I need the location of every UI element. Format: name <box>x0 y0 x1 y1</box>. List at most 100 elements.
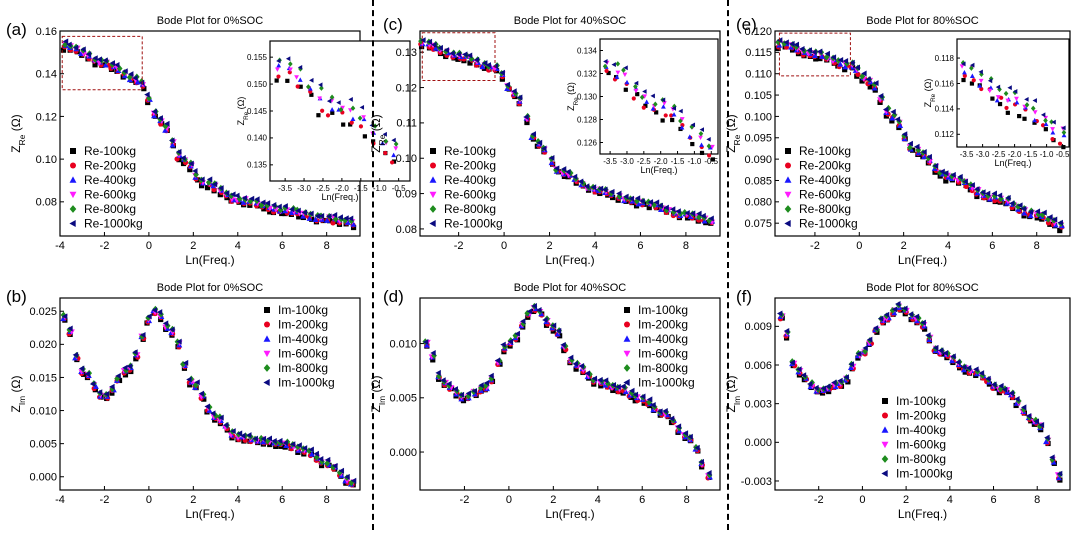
panel-e-inset-axes-frame <box>956 38 1070 148</box>
panel-b-data-point <box>201 396 207 402</box>
panel-e-data-point <box>824 50 830 57</box>
panel-e-data-point <box>873 80 879 87</box>
panel-e-data-point <box>793 43 800 51</box>
panel-e-data-point <box>842 63 849 70</box>
panel-f-data-point <box>920 319 926 326</box>
panel-b-data-point <box>266 435 273 442</box>
panel-f-data-point <box>973 366 979 373</box>
panel-a-inset-data-point <box>338 106 344 113</box>
panel-a-data-point <box>218 185 224 192</box>
panel-c-data-point <box>684 209 690 216</box>
panel-b-data-point <box>235 435 242 441</box>
panel-e-data-point <box>889 118 895 124</box>
panel-f-x-axis-label: Ln(Freq.) <box>898 507 947 521</box>
panel-d-data-point <box>602 377 609 384</box>
panel-c-x-tick-label: -2 <box>454 240 464 252</box>
panel-c-data-point <box>701 217 708 224</box>
panel-b-data-point <box>344 478 351 484</box>
panel-d-data-point <box>536 306 542 313</box>
panel-d-legend-marker <box>623 364 631 372</box>
panel-c-x-tick-label: 6 <box>637 240 643 252</box>
panel-c-series-6 <box>420 37 714 222</box>
panel-c-data-point <box>653 199 660 206</box>
panel-c-x-tick-label: 4 <box>592 240 598 252</box>
panel-a-data-point <box>199 176 205 183</box>
panel-a-data-point <box>314 213 321 220</box>
panel-e-inset-data-point <box>1014 96 1019 102</box>
panel-a-data-point <box>211 186 217 193</box>
panel-c-data-point <box>609 188 615 195</box>
panel-c-data-point <box>616 190 622 197</box>
panel-a-y-tick-label: 0.08 <box>36 197 57 209</box>
panel-a-data-point <box>326 213 332 220</box>
panel-c-inset-data-point <box>699 150 705 156</box>
panel-a-inset-data-point <box>358 124 364 129</box>
panel-e-data-point <box>842 67 848 73</box>
panel-f-data-point <box>847 364 854 370</box>
panel-c-y-tick-label: 0.08 <box>396 224 417 236</box>
panel-c-inset-x-tick-label: -2.5 <box>637 157 651 166</box>
panel-f-data-point <box>856 350 862 357</box>
panel-e-x-tick-label: 8 <box>1034 240 1040 252</box>
panel-a-inset-data-point <box>361 115 367 120</box>
panel-a-data-point <box>343 215 349 222</box>
panel-e-inset-data-point <box>1040 123 1046 128</box>
panel-c-inset-data-point <box>678 118 683 124</box>
panel-a-legend-label: Re-100kg <box>84 144 136 158</box>
panel-b-data-point <box>338 467 345 474</box>
panel-b-legend-marker <box>263 335 271 342</box>
panel-d-axes-frame <box>419 297 721 491</box>
panel-d-data-point <box>446 380 452 387</box>
panel-e-data-point <box>957 173 963 180</box>
panel-a-data-point <box>312 216 319 222</box>
panel-a-y-axis-label: ZRe (Ω) <box>9 114 27 152</box>
panel-f-data-point <box>950 353 956 360</box>
panel-e-inset-data-point <box>1024 102 1030 108</box>
panel-f-legend-marker <box>881 441 889 449</box>
panel-f-data-point <box>960 364 967 371</box>
panel-e-data-point <box>974 186 980 193</box>
panel-b-data-point <box>169 326 175 333</box>
panel-d-data-point <box>550 322 557 329</box>
panel-a-data-point <box>157 115 163 122</box>
panel-c-inset-data-point <box>633 83 638 90</box>
panel-f-legend-label: Im-600kg <box>896 438 946 452</box>
panel-c-y-tick-label: 0.12 <box>396 82 417 94</box>
panel-e-inset-data-point <box>987 88 993 94</box>
panel-e-data-point <box>950 171 956 178</box>
panel-e-inset-data-point <box>1007 85 1012 91</box>
panel-a-inset-data-point <box>348 108 353 113</box>
panel-e-data-point <box>849 59 855 66</box>
panel-e-data-point <box>1027 212 1034 219</box>
panel-e-data-point <box>871 85 878 91</box>
panel-d-data-point <box>538 310 545 317</box>
panel-d-legend-marker <box>624 307 630 313</box>
panel-b-data-point <box>109 383 115 390</box>
panel-a-data-point <box>324 217 331 223</box>
panel-a-data-point <box>241 195 247 202</box>
panel-e-data-point <box>877 93 884 100</box>
panel-b-data-point <box>301 445 308 452</box>
panel-f-data-point <box>796 366 802 373</box>
panel-e-data-point <box>921 149 927 156</box>
panel-b-data-point <box>96 389 103 396</box>
panel-c-data-point <box>418 37 424 45</box>
panel-e-inset-data-point <box>960 60 966 66</box>
panel-b-y-tick-label: 0.000 <box>29 472 57 484</box>
panel-a-x-tick-label: -4 <box>55 240 65 252</box>
panel-a-data-point <box>318 212 325 219</box>
panel-separator-left <box>372 0 374 530</box>
panel-d-series-6 <box>422 302 712 477</box>
panel-f-data-point <box>991 381 997 388</box>
panel-f-legend-marker <box>881 470 888 477</box>
panel-a-x-tick-label: 4 <box>235 240 241 252</box>
panel-c-legend-marker <box>429 220 436 227</box>
panel-d-data-point <box>514 330 520 337</box>
panel-f-data-point <box>907 311 914 318</box>
panel-b-data-point <box>132 349 138 356</box>
panel-a-inset-data-point <box>383 138 389 145</box>
panel-e-data-point <box>921 153 928 160</box>
panel-a-data-point <box>60 47 67 53</box>
panel-a-data-point <box>308 210 314 217</box>
panel-b-data-point <box>317 456 324 463</box>
